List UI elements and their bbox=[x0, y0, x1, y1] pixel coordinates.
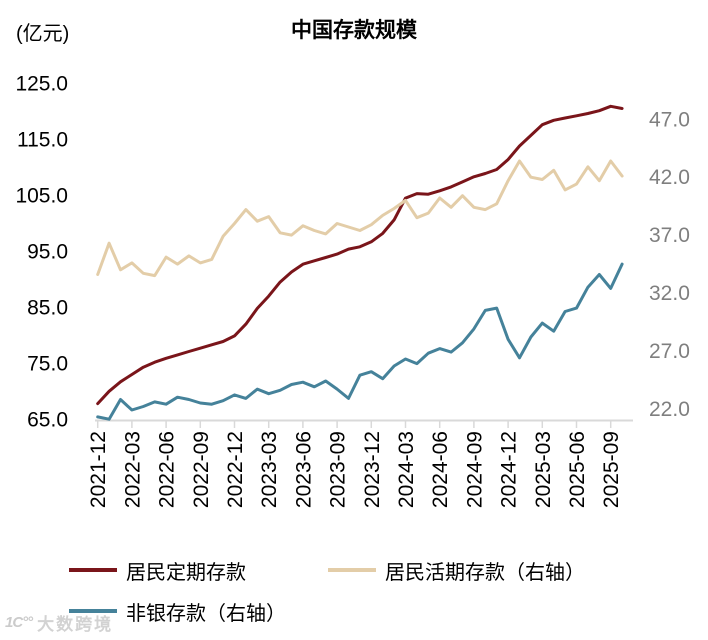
watermark: 1C°° 大数跨境 bbox=[5, 610, 113, 635]
left-axis-tick-label: 115.0 bbox=[17, 128, 68, 151]
x-axis-tick-label: 2022-03 bbox=[121, 431, 144, 508]
left-axis-tick-label: 95.0 bbox=[27, 240, 68, 263]
series-line-0 bbox=[96, 104, 624, 406]
x-axis-tick-label: 2024-06 bbox=[429, 431, 452, 508]
legend-swatch-teal-line-icon bbox=[69, 609, 117, 613]
watermark-text: 大数跨境 bbox=[37, 615, 114, 634]
right-axis-tick-label: 22.0 bbox=[649, 398, 690, 421]
x-axis-tick-label: 2022-06 bbox=[156, 431, 179, 508]
x-axis-tick-label: 2023-06 bbox=[292, 431, 315, 508]
x-axis-tick-label: 2025-06 bbox=[566, 431, 589, 508]
legend-label-resident-demand-deposits: 居民活期存款（右轴） bbox=[385, 561, 585, 584]
right-axis-tick-label: 37.0 bbox=[649, 224, 690, 247]
left-axis-tick-label: 65.0 bbox=[27, 408, 68, 431]
x-axis-tick-label: 2023-12 bbox=[361, 431, 384, 508]
legend-swatch-tan-line-icon bbox=[328, 568, 376, 572]
legend-label-nonbank-deposits: 非银存款（右轴） bbox=[126, 602, 286, 625]
left-axis-tick-label: 85.0 bbox=[27, 296, 68, 319]
x-axis-tick-label: 2021-12 bbox=[87, 431, 110, 508]
legend-item-resident-demand-deposits: 居民活期存款（右轴） bbox=[328, 557, 585, 584]
x-axis-tick-label: 2025-09 bbox=[600, 431, 623, 508]
x-axis-tick-label: 2025-03 bbox=[532, 431, 555, 508]
series-line-2 bbox=[96, 262, 624, 421]
chart-title: 中国存款规模 bbox=[291, 19, 417, 42]
right-axis-tick-label: 42.0 bbox=[649, 166, 690, 189]
legend-swatch-dark-red-line-icon bbox=[69, 568, 117, 572]
watermark-logo-icon: 1C°° bbox=[5, 614, 33, 631]
x-axis-tick-label: 2023-09 bbox=[327, 431, 350, 508]
x-axis-tick-label: 2023-03 bbox=[258, 431, 281, 508]
left-axis-tick-label: 125.0 bbox=[15, 72, 68, 95]
x-axis-tick-label: 2024-03 bbox=[395, 431, 418, 508]
legend-item-nonbank-deposits: 非银存款（右轴） bbox=[69, 598, 286, 625]
series-line-1 bbox=[96, 159, 624, 278]
legend-label-resident-time-deposits: 居民定期存款 bbox=[126, 561, 246, 584]
left-axis-tick-label: 105.0 bbox=[15, 184, 68, 207]
right-axis-tick-label: 47.0 bbox=[649, 108, 690, 131]
left-axis-tick-label: 75.0 bbox=[27, 352, 68, 375]
axis-unit-label: (亿元) bbox=[16, 23, 70, 45]
x-axis-tick-label: 2022-12 bbox=[224, 431, 247, 508]
right-axis-tick-label: 27.0 bbox=[649, 340, 690, 363]
x-axis-tick-label: 2024-09 bbox=[463, 431, 486, 508]
legend-item-resident-time-deposits: 居民定期存款 bbox=[69, 557, 246, 584]
x-axis-tick-label: 2024-12 bbox=[498, 431, 521, 508]
x-axis-tick-label: 2022-09 bbox=[190, 431, 213, 508]
right-axis-tick-label: 32.0 bbox=[649, 282, 690, 305]
